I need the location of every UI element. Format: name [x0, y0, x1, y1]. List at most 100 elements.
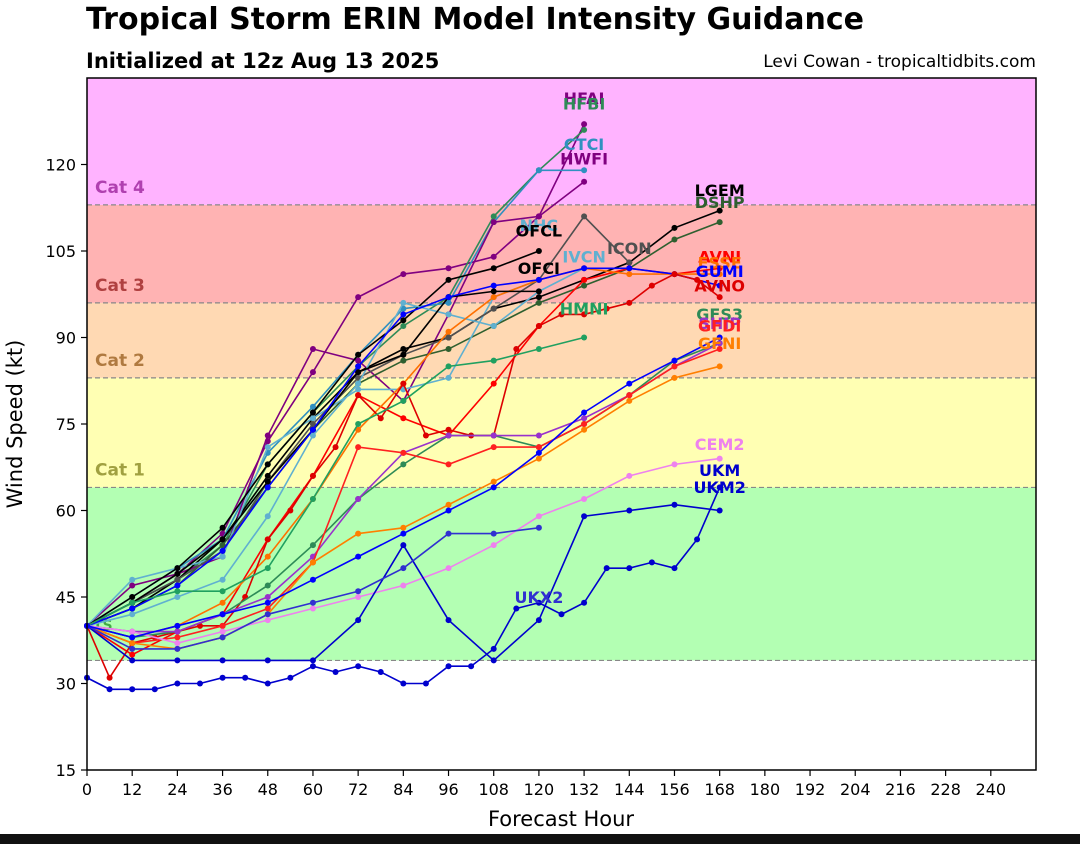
point-gfdi	[535, 444, 542, 451]
y-tick-label: 105	[45, 242, 76, 261]
point-fsse	[490, 294, 497, 301]
point-ukm2	[287, 674, 294, 681]
point-ukm2	[626, 565, 633, 572]
point-unnamed-24	[355, 553, 362, 560]
point-avno	[558, 311, 565, 318]
point-ukx2	[355, 588, 362, 595]
point-gfni	[626, 397, 633, 404]
band-label-cat-3: Cat 3	[95, 276, 145, 296]
point-fsse	[626, 271, 633, 278]
point-gumi	[174, 582, 181, 589]
x-tick-label: 120	[524, 780, 555, 799]
point-avno	[332, 444, 339, 451]
series-label-ofci: OFCI	[518, 259, 560, 278]
point-ivcn	[219, 576, 226, 583]
x-tick-label: 204	[840, 780, 871, 799]
point-hmni	[581, 334, 588, 341]
point-gfni	[716, 363, 723, 370]
y-axis-label: Wind Speed (kt)	[3, 340, 27, 509]
series-label-ukm: UKM	[699, 461, 740, 480]
point-gumi	[309, 426, 316, 433]
point-ivcn	[309, 432, 316, 439]
point-ukm	[716, 507, 723, 514]
point-ukm2	[355, 663, 362, 670]
point-ship	[490, 432, 497, 439]
point-unnamed-24	[716, 334, 723, 341]
point-avno	[400, 380, 407, 387]
point-hfai	[445, 265, 452, 272]
point-hwfi	[309, 346, 316, 353]
point-ukm2	[581, 599, 588, 606]
x-tick-label: 228	[930, 780, 961, 799]
point-ukx2	[490, 530, 497, 537]
point-hfai	[581, 121, 588, 128]
chart-subtitle: Initialized at 12z Aug 13 2025	[86, 49, 440, 73]
point-hwfi	[355, 357, 362, 364]
point-avno	[106, 674, 113, 681]
point-unnamed-24	[490, 484, 497, 491]
point-lgem	[716, 207, 723, 214]
point-cem2	[581, 495, 588, 502]
point-gfni	[490, 478, 497, 485]
point-ship	[445, 432, 452, 439]
point-nhc	[129, 576, 136, 583]
point-ukm2	[603, 565, 610, 572]
series-lines	[84, 121, 723, 693]
y-tick-label: 120	[45, 156, 76, 175]
point-dshp	[671, 236, 678, 243]
point-lgem	[400, 346, 407, 353]
point-dshp	[219, 542, 226, 549]
x-tick-label: 180	[750, 780, 781, 799]
point-icon	[174, 576, 181, 583]
point-avni	[400, 415, 407, 422]
x-tick-label: 132	[569, 780, 600, 799]
y-axis: 15 30 45 60 75 90 105 120	[45, 156, 87, 780]
point-gfdi	[355, 444, 362, 451]
point-ukm2	[671, 565, 678, 572]
point-gfni	[309, 559, 316, 566]
point-avno	[377, 415, 384, 422]
series-line-hmni	[86, 336, 585, 627]
point-ukm2	[196, 680, 203, 687]
x-tick-label: 24	[167, 780, 187, 799]
point-nhc	[355, 386, 362, 393]
point-gfni	[355, 530, 362, 537]
point-ship	[355, 495, 362, 502]
point-gfs3	[309, 542, 316, 549]
point-ukm2	[242, 674, 249, 681]
x-axis-label: Forecast Hour	[488, 807, 634, 831]
point-cem2	[129, 628, 136, 635]
x-tick-label: 156	[659, 780, 690, 799]
point-ukm2	[151, 686, 158, 693]
point-icon	[626, 259, 633, 266]
point-avni	[129, 651, 136, 658]
point-ofcl	[535, 248, 542, 254]
point-unnamed-24	[129, 634, 136, 641]
point-avno	[603, 305, 610, 312]
point-cem2	[355, 594, 362, 600]
point-ukm2	[513, 605, 520, 612]
point-unnamed-24	[445, 507, 452, 514]
point-ukm2	[716, 484, 723, 491]
series-label-fsse: FSSE	[698, 253, 742, 272]
point-nhc	[219, 553, 226, 560]
point-ivcn	[400, 299, 407, 306]
point-gfdi	[716, 346, 723, 353]
series-label-avno: AVNO	[694, 276, 745, 295]
chart-credit: Levi Cowan - tropicaltidbits.com	[763, 52, 1036, 72]
point-ofci	[264, 478, 271, 485]
point-ctci	[309, 403, 316, 410]
point-unnamed-24	[535, 449, 542, 456]
point-hmni	[355, 421, 362, 427]
point-gfni	[400, 524, 407, 531]
series-label-avni: AVNI	[698, 248, 741, 267]
point-ukx2	[129, 645, 136, 652]
band-label-cat-4: Cat 4	[95, 178, 145, 198]
point-ctci	[445, 299, 452, 306]
point-ukx2	[219, 634, 226, 641]
point-gfdi	[490, 444, 497, 451]
point-ofcl	[400, 317, 407, 324]
point-fsse	[355, 426, 362, 433]
point-gfdi	[581, 421, 588, 427]
point-ukm2	[694, 536, 701, 543]
